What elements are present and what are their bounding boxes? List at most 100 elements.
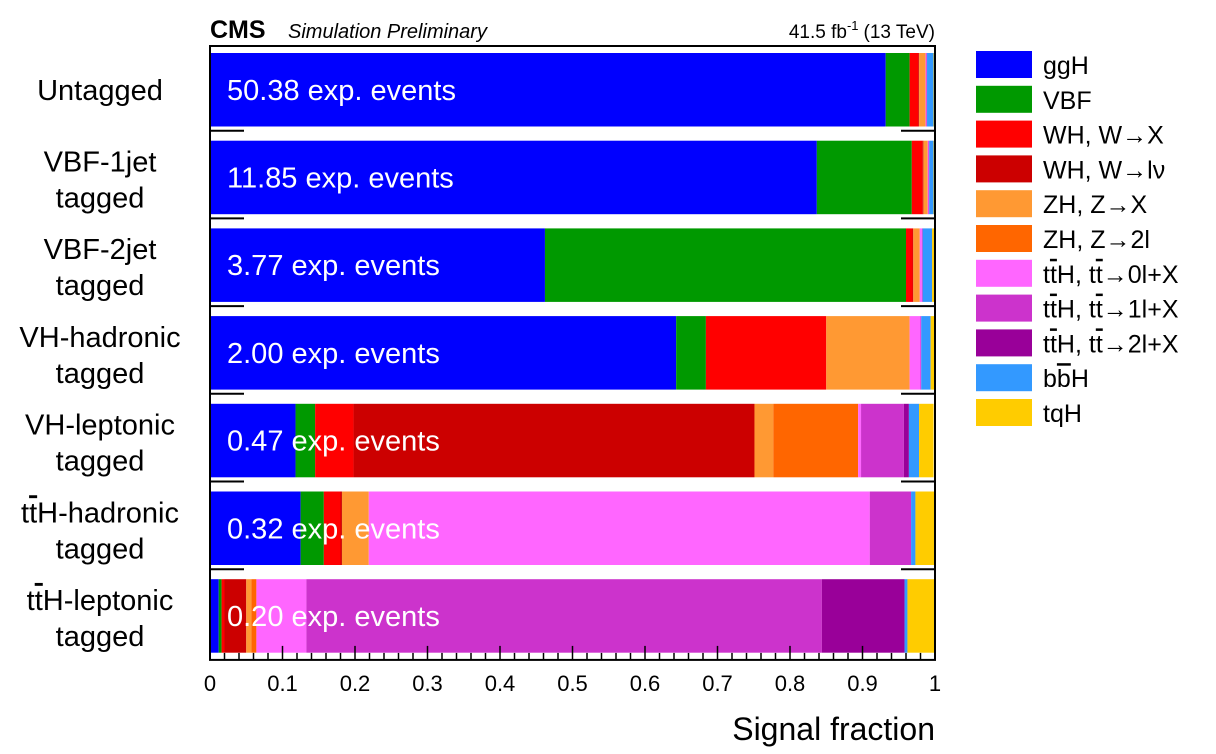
legend-label: tqH <box>1043 400 1082 428</box>
legend-label: ttH, tt→1l+X <box>1043 296 1179 324</box>
bar-segment-3-10 <box>930 316 935 390</box>
event-count-label: 0.32 exp. events <box>227 513 440 545</box>
legend-swatch <box>976 329 1032 357</box>
bar-segment-3-2 <box>705 316 827 390</box>
bar-segment-2-3 <box>912 228 914 302</box>
category-label: tagged <box>56 621 145 653</box>
bar-segment-6-5 <box>251 579 257 653</box>
legend-swatch <box>976 120 1032 148</box>
category-label: tagged <box>56 533 145 565</box>
bar-segment-4-6 <box>858 403 862 478</box>
bar-segment-3-1 <box>676 316 706 390</box>
bar-segment-2-1 <box>544 228 906 302</box>
legend-swatch <box>976 190 1032 218</box>
x-axis: 0 0.1 0.2 0.3 0.4 0.5 0.6 0.7 0.8 0.9 1 <box>204 645 941 696</box>
bar-segment-1-9 <box>929 140 934 215</box>
legend-swatch <box>976 85 1032 113</box>
bar-segment-1-1 <box>816 140 912 215</box>
legend-label: ttH, tt→2l+X <box>1043 330 1179 358</box>
x-tick-label: 0.4 <box>485 671 516 696</box>
event-count-label: 3.77 exp. events <box>227 250 440 282</box>
experiment-label: CMS <box>210 16 266 44</box>
bar-segment-3-9 <box>921 316 931 390</box>
bar-segment-1-6 <box>927 140 929 215</box>
legend-swatch <box>976 259 1032 287</box>
legend-label: ZH, Z→2l <box>1043 226 1150 254</box>
bar-segment-2-0 <box>210 228 545 302</box>
bar-segment-6-3 <box>224 579 247 653</box>
bar-segment-6-2 <box>221 579 225 653</box>
legend: ggH VBF WH, W→X WH, W→lν ZH, Z→X ZH, Z→2l ttH,… <box>976 51 1179 428</box>
bar-segment-6-1 <box>218 579 222 653</box>
bar-segment-5-7 <box>869 491 912 565</box>
event-count-label: 11.85 exp. events <box>227 162 454 194</box>
bar-segment-2-7 <box>921 228 923 302</box>
event-count-label: 0.47 exp. events <box>227 426 440 458</box>
lumi-value: 41.5 fb <box>789 22 847 43</box>
bar-segment-5-10 <box>915 491 935 565</box>
legend-swatch <box>976 399 1032 426</box>
bar-segment-2-10 <box>932 228 935 302</box>
bar-segment-0-6 <box>925 53 927 127</box>
legend-label: VBF <box>1043 87 1092 115</box>
bar-segment-6-4 <box>246 579 252 653</box>
x-tick-label: 0.8 <box>775 671 806 696</box>
x-tick-label: 0.9 <box>847 671 878 696</box>
bar-segment-0-9 <box>927 53 934 127</box>
x-tick-label: 0.5 <box>557 671 588 696</box>
bar-segment-4-0 <box>210 403 296 478</box>
bar-segment-2-6 <box>919 228 922 302</box>
x-axis-title: Signal fraction <box>732 711 935 747</box>
legend-swatch <box>976 225 1032 252</box>
category-label: ttH-leptonic <box>27 585 174 617</box>
bar-segment-6-0 <box>210 579 219 653</box>
bar-segment-6-7 <box>306 579 822 653</box>
category-label: Untagged <box>37 75 163 107</box>
energy-label: (13 TeV) <box>864 22 935 43</box>
lumi-exponent: -1 <box>847 18 859 33</box>
bar-segment-6-9 <box>904 579 908 653</box>
x-tick-label: 0.3 <box>412 671 443 696</box>
legend-label: WH, W→X <box>1043 122 1164 150</box>
bar-segment-6-10 <box>907 579 935 653</box>
event-count-label: 2.00 exp. events <box>227 338 440 370</box>
bar-segment-1-2 <box>911 140 923 215</box>
category-separators <box>210 129 935 571</box>
bar-segment-0-0 <box>210 53 886 127</box>
bar-segment-4-3 <box>353 403 755 478</box>
bar-segment-4-4 <box>754 403 774 478</box>
bar-segment-4-10 <box>919 403 934 478</box>
bar-segment-0-7 <box>926 53 928 127</box>
bar-segment-3-0 <box>210 316 677 390</box>
bar-segment-5-4 <box>341 491 369 565</box>
category-label: VBF-2jet <box>44 234 157 266</box>
event-labels: 50.38 exp. events 11.85 exp. events 3.77 e… <box>227 75 456 633</box>
bar-segment-3-7 <box>920 316 922 390</box>
bar-segment-2-4 <box>913 228 920 302</box>
category-label: VBF-1jet <box>44 146 157 178</box>
event-count-label: 0.20 exp. events <box>227 601 440 633</box>
bar-segment-4-9 <box>908 403 920 478</box>
legend-swatch <box>976 364 1032 392</box>
bar-segment-4-8 <box>903 403 909 478</box>
bar-segment-1-7 <box>928 140 930 215</box>
event-count-label: 50.38 exp. events <box>227 75 456 107</box>
category-label: VH-leptonic <box>25 410 175 442</box>
bar-segment-5-2 <box>323 491 341 565</box>
legend-label: WH, W→lν <box>1043 156 1165 184</box>
category-label: tagged <box>56 358 145 390</box>
category-label: ttH-hadronic <box>21 497 179 529</box>
bar-segment-5-6 <box>368 491 870 565</box>
legend-label: ttH, tt→0l+X <box>1043 261 1179 289</box>
category-label: tagged <box>56 182 145 214</box>
x-tick-label: 0.1 <box>267 671 298 696</box>
bar-segment-2-2 <box>906 228 913 302</box>
legend-swatch <box>976 155 1032 183</box>
bar-segment-4-1 <box>295 403 316 478</box>
legend-label: ggH <box>1043 52 1089 80</box>
category-label: tagged <box>56 270 145 302</box>
bar-segment-5-3 <box>340 491 342 565</box>
bar-segment-1-0 <box>210 140 817 215</box>
bar-segment-4-7 <box>861 403 904 478</box>
